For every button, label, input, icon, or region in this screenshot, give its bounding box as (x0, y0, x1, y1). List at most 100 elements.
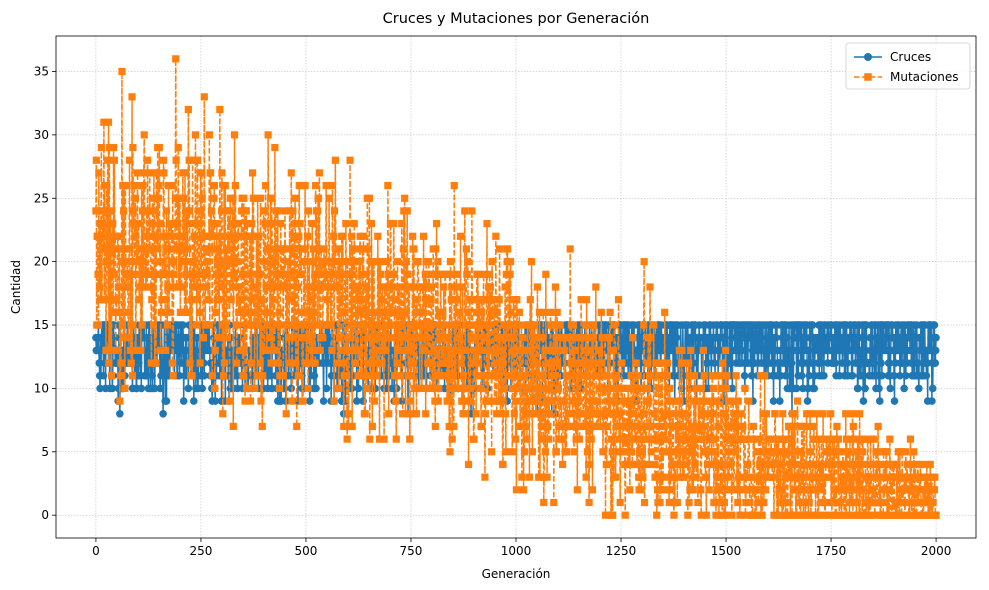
data-point-mutaciones (343, 435, 351, 443)
data-point-mutaciones (596, 346, 604, 354)
data-point-mutaciones (539, 334, 547, 342)
data-point-mutaciones (272, 270, 281, 278)
data-point-mutaciones (225, 397, 234, 405)
data-point-mutaciones (480, 334, 488, 342)
data-point-mutaciones (501, 410, 510, 418)
data-point-mutaciones (299, 397, 307, 405)
data-point-mutaciones (249, 169, 257, 177)
data-point-mutaciones (651, 435, 660, 443)
data-point-mutaciones (432, 245, 440, 253)
data-point-mutaciones (429, 321, 437, 329)
data-point-mutaciones (783, 448, 791, 456)
data-point-mutaciones (150, 207, 158, 215)
data-point-cruces (200, 371, 209, 380)
data-point-mutaciones (288, 296, 296, 304)
data-point-mutaciones (218, 169, 226, 177)
data-point-mutaciones (124, 283, 132, 291)
data-point-cruces (737, 346, 746, 355)
data-point-mutaciones (242, 207, 250, 215)
data-point-mutaciones (744, 460, 752, 469)
data-point-mutaciones (220, 359, 229, 367)
data-point-cruces (322, 384, 331, 393)
y-tick-label: 0 (41, 508, 49, 522)
data-point-mutaciones (288, 397, 296, 405)
data-point-mutaciones (184, 105, 192, 114)
data-point-mutaciones (427, 283, 436, 291)
data-point-mutaciones (931, 473, 939, 481)
data-point-mutaciones (171, 245, 179, 253)
data-point-mutaciones (515, 308, 523, 316)
data-point-mutaciones (813, 410, 821, 418)
data-point-mutaciones (351, 359, 360, 367)
data-point-mutaciones (667, 410, 675, 418)
data-point-mutaciones (403, 207, 411, 215)
data-point-mutaciones (475, 359, 483, 367)
data-point-mutaciones (126, 245, 134, 253)
data-point-mutaciones (435, 384, 443, 393)
data-point-mutaciones (235, 283, 243, 291)
data-point-mutaciones (459, 283, 467, 291)
data-point-cruces (206, 359, 215, 367)
data-point-mutaciones (488, 448, 496, 456)
data-point-cruces (720, 333, 729, 342)
data-point-cruces (96, 384, 104, 393)
data-point-cruces (820, 371, 828, 380)
data-point-cruces (797, 371, 806, 380)
data-point-mutaciones (893, 460, 901, 469)
data-point-mutaciones (158, 258, 166, 266)
data-point-mutaciones (170, 270, 178, 278)
data-point-mutaciones (717, 460, 726, 469)
data-point-mutaciones (786, 435, 794, 443)
data-point-mutaciones (584, 372, 592, 380)
data-point-cruces (930, 321, 939, 329)
data-point-mutaciones (793, 397, 802, 405)
data-point-mutaciones (760, 498, 768, 507)
data-point-mutaciones (315, 321, 323, 329)
data-point-mutaciones (200, 93, 208, 101)
data-point-cruces (672, 333, 681, 342)
data-point-mutaciones (118, 67, 126, 76)
data-point-mutaciones (682, 460, 690, 469)
data-point-mutaciones (210, 181, 218, 190)
data-point-mutaciones (248, 220, 256, 228)
data-point-mutaciones (140, 131, 148, 139)
data-point-mutaciones (225, 245, 233, 253)
data-point-mutaciones (639, 410, 647, 418)
data-point-mutaciones (155, 181, 163, 190)
data-point-mutaciones (607, 435, 615, 443)
data-point-mutaciones (591, 372, 599, 380)
data-point-mutaciones (523, 435, 531, 443)
data-point-mutaciones (271, 143, 279, 152)
data-point-mutaciones (483, 220, 491, 228)
data-point-mutaciones (172, 156, 180, 164)
data-point-mutaciones (833, 422, 841, 431)
data-point-mutaciones (574, 372, 582, 380)
data-point-mutaciones (442, 359, 450, 367)
data-point-mutaciones (519, 486, 528, 494)
data-point-mutaciones (226, 207, 234, 215)
data-point-mutaciones (726, 460, 734, 469)
data-point-mutaciones (554, 346, 562, 354)
data-point-mutaciones (700, 372, 708, 380)
data-point-mutaciones (380, 308, 388, 316)
data-point-mutaciones (508, 448, 516, 456)
data-point-mutaciones (348, 422, 356, 431)
data-point-mutaciones (183, 308, 191, 316)
data-point-mutaciones (130, 181, 138, 190)
legend: Cruces Mutaciones (845, 42, 971, 90)
data-point-mutaciones (110, 156, 118, 164)
data-point-mutaciones (302, 308, 310, 316)
data-point-mutaciones (550, 372, 558, 380)
data-point-mutaciones (582, 321, 590, 329)
data-point-mutaciones (795, 460, 803, 469)
data-point-mutaciones (269, 296, 277, 304)
data-point-mutaciones (517, 321, 526, 329)
y-tick-label: 35 (34, 64, 49, 78)
data-point-cruces (928, 397, 936, 405)
data-point-mutaciones (405, 346, 413, 354)
data-point-mutaciones (103, 258, 111, 266)
data-point-mutaciones (609, 397, 617, 405)
data-point-mutaciones (756, 473, 764, 481)
data-point-mutaciones (492, 232, 500, 240)
data-point-mutaciones (445, 321, 453, 329)
